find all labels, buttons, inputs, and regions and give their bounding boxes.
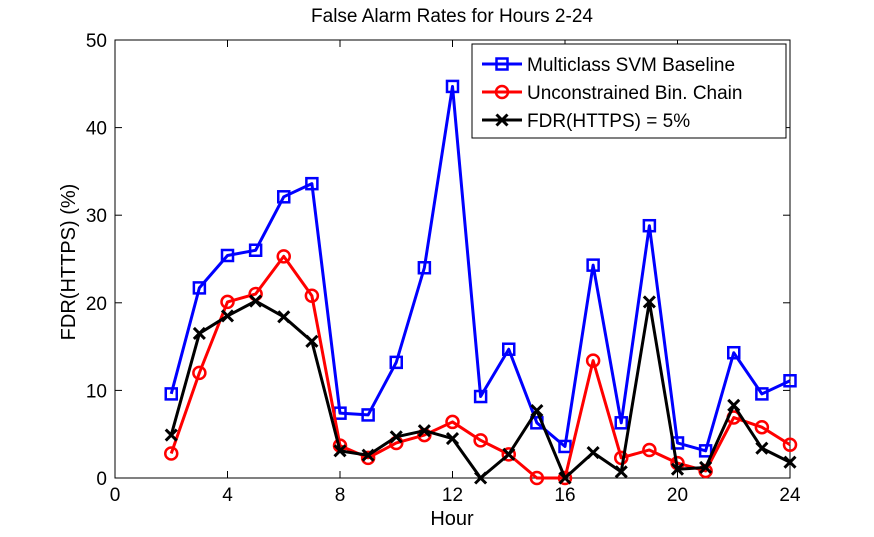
data-point (361, 448, 375, 462)
data-point (699, 460, 713, 475)
data-point (670, 462, 685, 476)
legend-entry: Unconstrained Bin. Chain (527, 83, 742, 104)
data-point (642, 295, 656, 309)
data-point (614, 416, 628, 430)
legend: Multiclass SVM Baseline Unconstrained Bin… (471, 43, 787, 139)
data-point (698, 444, 713, 458)
x-axis-label: Hour (430, 508, 474, 530)
data-point (586, 258, 600, 272)
data-point (474, 471, 488, 485)
data-point (642, 218, 657, 233)
data-point (782, 437, 798, 452)
data-point (333, 444, 347, 458)
data-point (305, 334, 319, 348)
chart-title: False Alarm Rates for Hours 2-24 (311, 6, 593, 27)
x-tick-label: 4 (222, 485, 233, 506)
data-point (727, 398, 741, 412)
data-point (360, 450, 376, 466)
data-point (277, 310, 291, 324)
data-point (389, 430, 403, 444)
data-point (220, 294, 235, 310)
data-point (361, 408, 375, 422)
y-tick-label: 30 (86, 206, 107, 227)
x-tick-label: 20 (667, 485, 688, 506)
data-point (389, 355, 403, 370)
data-point (558, 439, 572, 454)
data-point (755, 387, 769, 401)
data-point (445, 79, 460, 94)
data-point (727, 345, 741, 360)
data-point (783, 455, 797, 469)
x-tick-label: 8 (335, 485, 346, 506)
legend-entry: FDR(HTTPS) = 5% (527, 111, 690, 132)
x-tick-label: 12 (442, 485, 463, 506)
y-tick-label: 0 (96, 469, 107, 490)
y-axis-label: FDR(HTTPS) (%) (58, 184, 80, 341)
data-point (417, 261, 432, 275)
legend-entry: Multiclass SVM Baseline (527, 55, 735, 76)
data-point (473, 433, 488, 448)
series-0 (164, 79, 797, 458)
data-point (192, 326, 206, 341)
data-point (192, 365, 207, 381)
data-point (614, 465, 628, 479)
y-tick-label: 40 (86, 119, 107, 140)
data-point (530, 403, 544, 418)
data-point (277, 190, 291, 204)
data-point (473, 389, 488, 404)
data-point (248, 243, 263, 257)
legend-box (471, 43, 787, 139)
data-point (755, 441, 769, 455)
data-point (783, 374, 797, 388)
series-line (169, 254, 791, 480)
legend-marker (494, 84, 510, 100)
data-point (642, 442, 657, 458)
data-point (417, 424, 431, 438)
data-point (164, 387, 178, 401)
data-point (557, 470, 573, 486)
data-point (304, 288, 320, 304)
y-tick-label: 20 (86, 294, 107, 315)
data-point (220, 248, 235, 263)
x-tick-label: 24 (779, 485, 801, 506)
y-tick-label: 10 (86, 381, 107, 402)
y-tick-label: 50 (86, 31, 107, 52)
series-line (169, 84, 791, 453)
data-point (502, 342, 516, 356)
data-point (276, 249, 291, 264)
x-tick-label: 16 (554, 485, 575, 506)
data-point (249, 294, 263, 308)
data-point (558, 471, 572, 485)
data-point (192, 281, 207, 295)
data-point (164, 428, 178, 442)
data-point (220, 309, 235, 323)
data-point (305, 176, 319, 191)
data-point (586, 446, 600, 460)
plot-series (164, 79, 798, 486)
data-point (501, 447, 516, 462)
data-point (754, 419, 770, 435)
x-tick-label: 0 (110, 485, 121, 506)
data-point (445, 432, 460, 446)
data-point (445, 414, 460, 430)
data-point (164, 446, 179, 461)
legend-marker (495, 113, 509, 127)
legend-marker (495, 57, 509, 71)
series-2 (164, 294, 797, 485)
data-point (585, 353, 601, 368)
data-point (529, 470, 545, 486)
data-point (502, 447, 516, 461)
